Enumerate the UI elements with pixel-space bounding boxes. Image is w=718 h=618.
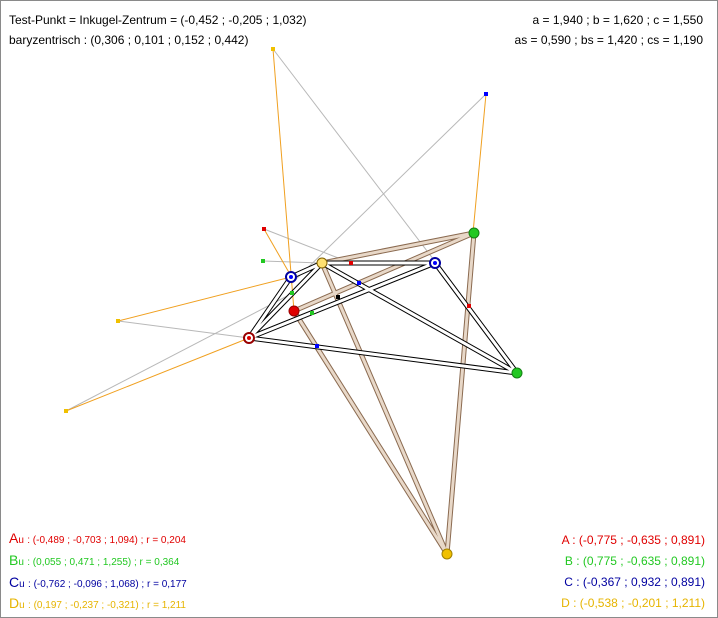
construction-line [290, 93, 487, 285]
marker-green [290, 291, 294, 295]
construction-line [262, 260, 322, 264]
vertices [243, 227, 523, 560]
construction-line [65, 292, 294, 412]
edges-label-1: a = 1,940 ; b = 1,620 ; c = 1,550 [532, 13, 703, 27]
marker-blue [484, 92, 488, 96]
tetrahedron-edges [246, 260, 520, 376]
center-Cu-label: Cu : (-0,762 ; -0,096 ; 1,068) ; r = 0,1… [9, 574, 187, 590]
tan-tubes [291, 230, 477, 556]
vertex-B-label: B : (0,775 ; -0,635 ; 0,891) [564, 554, 705, 568]
center-Du [441, 548, 453, 560]
marker-yellow [271, 47, 275, 51]
center-Du-label: Du : (0,197 ; -0,237 ; -0,321) ; r = 1,2… [9, 595, 186, 611]
vertex-B [511, 367, 523, 379]
orange-line [117, 276, 292, 322]
marker-black [336, 295, 340, 299]
center-Au-label: Au : (-0,489 ; -0,703 ; 1,094) ; r = 0,2… [9, 530, 186, 546]
marker-green [261, 259, 265, 263]
center-Au [288, 305, 300, 317]
vertex-A-label: A : (-0,775 ; -0,635 ; 0,891) [561, 533, 705, 547]
marker-yellow [116, 319, 120, 323]
markers [64, 47, 488, 413]
marker-red [349, 261, 353, 265]
vertex-D [316, 257, 328, 269]
construction-line [263, 228, 352, 264]
center-Bu-label: Bu : (0,055 ; 0,471 ; 1,255) ; r = 0,364 [9, 552, 180, 568]
edges-label-2: as = 0,590 ; bs = 1,420 ; cs = 1,190 [514, 33, 703, 47]
vertex-D-label: D : (-0,538 ; -0,201 ; 1,211) [561, 596, 705, 610]
marker-yellow [64, 409, 68, 413]
vertex-C-label: C : (-0,367 ; 0,932 ; 0,891) [564, 575, 705, 589]
orange-line [65, 337, 250, 412]
testpoint-label: Test-Punkt = Inkugel-Zentrum = (-0,452 ;… [9, 13, 307, 27]
marker-blue [315, 344, 319, 348]
construction-line [117, 320, 250, 339]
orange-line [272, 48, 295, 312]
construction-lines [65, 48, 487, 412]
orange-line [472, 93, 487, 234]
orange-lines [65, 48, 487, 412]
marker-red [467, 304, 471, 308]
marker-green [310, 311, 314, 315]
barycentric-label: baryzentrisch : (0,306 ; 0,101 ; 0,152 ;… [9, 33, 249, 47]
orange-line [263, 228, 292, 277]
center-Bu [468, 227, 480, 239]
marker-blue [357, 281, 361, 285]
marker-red [262, 227, 266, 231]
